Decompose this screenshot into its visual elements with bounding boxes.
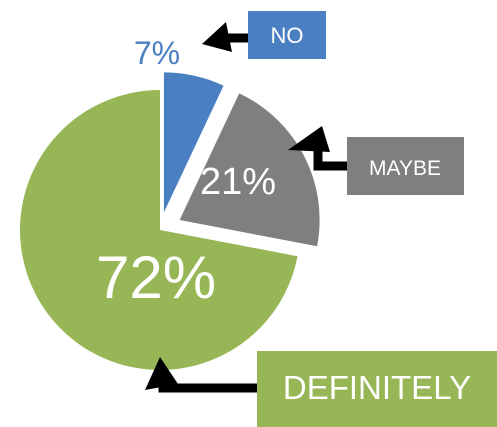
callout-box-maybe bbox=[347, 137, 464, 195]
callout-arrow-maybe bbox=[288, 126, 347, 171]
slice-label-definitely-percent: 72% bbox=[96, 244, 216, 311]
callout-arrow-no bbox=[202, 22, 248, 52]
callout-box-definitely bbox=[257, 351, 497, 427]
pie-slices bbox=[20, 72, 320, 370]
callout-label-no: NO bbox=[271, 23, 304, 48]
slice-percent-labels: 7% 21% 72% bbox=[96, 35, 276, 311]
slice-label-maybe-percent: 21% bbox=[200, 161, 276, 203]
pie-slice-definitely bbox=[20, 89, 298, 370]
callout-arrows bbox=[145, 22, 347, 393]
callout-label-maybe: MAYBE bbox=[369, 157, 441, 180]
pie-slice-maybe bbox=[179, 93, 320, 247]
callout-label-definitely: DEFINITELY bbox=[283, 369, 471, 406]
pie-slice-no bbox=[163, 72, 224, 213]
callout-boxes: NO MAYBE DEFINITELY bbox=[248, 11, 497, 427]
callout-box-no bbox=[248, 11, 326, 59]
slice-label-no-percent: 7% bbox=[134, 35, 180, 71]
callout-arrow-definitely bbox=[145, 357, 257, 393]
